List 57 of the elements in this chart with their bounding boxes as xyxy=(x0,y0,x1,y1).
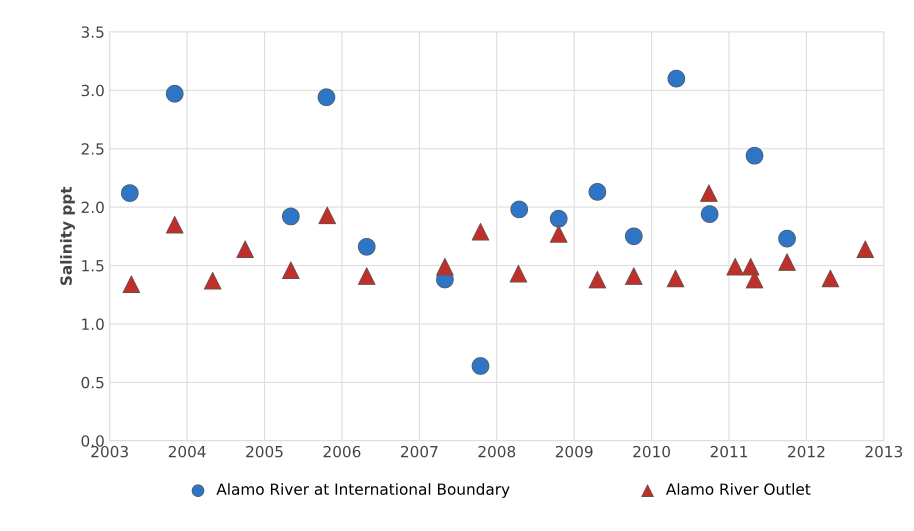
point xyxy=(236,240,254,258)
x-tick-label: 2007 xyxy=(401,446,438,458)
point xyxy=(510,264,528,283)
point xyxy=(166,84,184,103)
point xyxy=(122,275,140,294)
x-tick-label: 2008 xyxy=(478,446,516,458)
point xyxy=(318,88,336,106)
point xyxy=(550,210,568,228)
y-tick-label: 3.5 xyxy=(82,26,104,38)
x-tick-label: 2003 xyxy=(91,446,128,458)
x-tick-label: 2011 xyxy=(710,446,748,458)
point xyxy=(822,269,840,288)
point xyxy=(856,240,874,258)
y-tick-label: 0.5 xyxy=(82,376,104,388)
point xyxy=(588,270,606,288)
point xyxy=(472,357,490,375)
point xyxy=(472,222,490,240)
x-tick-label: 2006 xyxy=(324,446,360,458)
point xyxy=(700,184,718,202)
y-tick-label: 0.0 xyxy=(82,435,104,447)
point xyxy=(550,225,568,243)
point xyxy=(204,272,222,290)
point xyxy=(624,267,643,285)
y-tick-label: 2.0 xyxy=(82,202,104,214)
y-axis-title: Salinity ppt xyxy=(60,186,75,286)
point xyxy=(318,206,336,224)
point xyxy=(778,253,796,271)
x-tick-label: 2013 xyxy=(866,446,902,458)
y-tick-label: 1.5 xyxy=(82,260,104,272)
point xyxy=(668,70,686,88)
point xyxy=(588,183,606,201)
point xyxy=(436,258,454,276)
point xyxy=(778,230,796,248)
legend-label: Alamo River at International Boundary xyxy=(216,483,510,498)
y-tick-label: 2.5 xyxy=(82,143,104,155)
y-tick-label: 1.0 xyxy=(82,318,104,330)
x-tick-label: 2005 xyxy=(246,446,283,458)
point xyxy=(700,205,719,223)
x-tick-label: 2012 xyxy=(788,446,824,458)
point xyxy=(358,238,376,256)
point xyxy=(624,227,643,246)
legend-label: Alamo River Outlet xyxy=(666,483,810,495)
point xyxy=(166,216,184,234)
x-tick-label: 2009 xyxy=(556,446,593,458)
x-tick-label: 2010 xyxy=(633,446,670,458)
point xyxy=(726,258,744,276)
point xyxy=(746,146,764,165)
point xyxy=(282,261,300,280)
point xyxy=(742,258,760,276)
point xyxy=(120,184,139,202)
point xyxy=(666,269,684,288)
point xyxy=(746,270,764,288)
point xyxy=(282,208,300,226)
y-tick-label: 3.0 xyxy=(82,84,104,96)
point xyxy=(510,200,528,218)
point xyxy=(358,267,376,285)
x-tick-label: 2004 xyxy=(168,446,206,458)
